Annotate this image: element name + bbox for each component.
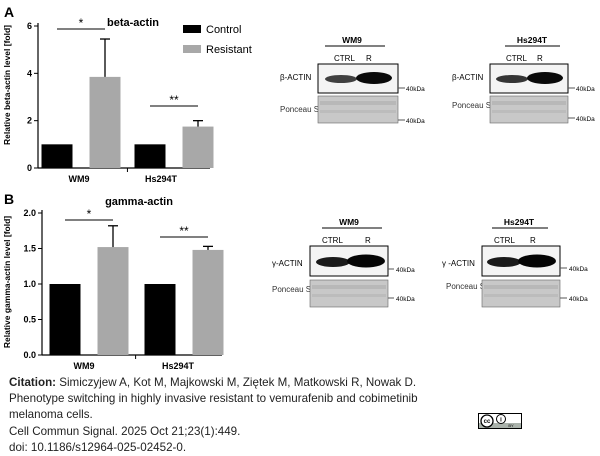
blot-a-hs294t-title: Hs294T (517, 35, 548, 45)
panel-a-letter: A (4, 4, 14, 20)
blot-a-wm9-protein: β-ACTIN (280, 73, 311, 82)
y-tick-label: 0.0 (23, 350, 36, 360)
blot-a-hs294t-r: R (537, 54, 543, 63)
blot-b-hs294t-marker1: 40kDa (569, 266, 588, 273)
legend-resistant-swatch (183, 45, 201, 53)
legend-control-label: Control (206, 24, 241, 36)
citation-block: Citation: Simiczyjew A, Kot M, Majkowski… (9, 375, 439, 456)
svg-text:*: * (79, 16, 84, 30)
legend-resistant-label: Resistant (206, 44, 252, 56)
cc-by-license-icon: cc i BY (478, 413, 522, 429)
blot-a-hs294t-marker2: 40kDa (576, 116, 595, 123)
citation-doi: doi: 10.1186/s12964-025-02452-0. (9, 440, 187, 454)
blot-b-wm9-marker1: 40kDa (396, 267, 415, 274)
bar-control-wm9 (49, 284, 81, 355)
blot-a-hs294t: Hs294T CTRL R β-ACTIN 40kDa Ponceau S 40… (452, 35, 595, 124)
y-tick-label: 6 (27, 21, 32, 31)
chart-a-significance-wm9: * (57, 16, 105, 30)
blot-b-wm9-marker2: 40kDa (396, 296, 415, 303)
chart-a-title: beta-actin (107, 17, 159, 29)
bar-resistant-wm9 (97, 247, 129, 355)
bar-control-hs294t (144, 284, 176, 355)
bar-control-wm9 (41, 144, 73, 168)
citation-journal: Cell Commun Signal. 2025 Oct 21;23(1):44… (9, 424, 241, 438)
y-tick-label: 2.0 (23, 208, 36, 218)
blot-b-wm9-ctrl: CTRL (322, 236, 343, 245)
chart-b-category-wm9: WM9 (74, 361, 95, 371)
blot-b-wm9-loading: Ponceau S (272, 285, 311, 294)
y-tick-label: 1.0 (23, 279, 36, 289)
blot-a-wm9: WM9 CTRL R β-ACTIN 40kDa Ponceau S 40kDa (280, 35, 425, 125)
blot-a-hs294t-marker1: 40kDa (576, 86, 595, 93)
blot-b-wm9: WM9 CTRL R γ-ACTIN 40kDa Ponceau S 40kDa (272, 217, 415, 308)
blot-b-hs294t: Hs294T CTRL R γ -ACTIN 40kDa Ponceau S 4… (442, 217, 588, 308)
chart-a-category-hs294t: Hs294T (145, 174, 178, 184)
y-tick-label: 0 (27, 163, 32, 173)
panel-b-letter: B (4, 191, 14, 207)
chart-a-ylabel: Relative beta-actin level [fold] (2, 25, 12, 145)
blot-a-wm9-r: R (366, 54, 372, 63)
chart-a-legend: Control Resistant (183, 24, 252, 56)
y-tick-label: 4 (27, 68, 32, 78)
y-tick-label: 1.5 (23, 244, 36, 254)
svg-text:cc: cc (484, 419, 491, 425)
blot-b-hs294t-marker2: 40kDa (569, 296, 588, 303)
bar-resistant-hs294t (182, 126, 214, 168)
chart-b: 0.0 0.5 1.0 1.5 2.0 (23, 208, 224, 360)
chart-b-title: gamma-actin (105, 196, 173, 208)
bar-resistant-hs294t (192, 249, 224, 355)
bar-resistant-wm9 (89, 76, 121, 168)
blot-b-wm9-protein: γ-ACTIN (272, 259, 303, 268)
chart-a-significance-hs294t: ** (150, 93, 198, 107)
chart-b-ylabel: Relative gamma-actin level [fold] (2, 216, 12, 348)
blot-b-wm9-title: WM9 (339, 217, 359, 227)
blot-a-wm9-marker2: 40kDa (406, 118, 425, 125)
citation-title: Phenotype switching in highly invasive r… (9, 392, 418, 422)
svg-text:*: * (87, 207, 92, 221)
chart-a: 0 2 4 6 (27, 21, 214, 173)
citation-label: Citation: (9, 376, 57, 389)
legend-control-swatch (183, 25, 201, 33)
svg-text:**: ** (179, 224, 189, 238)
svg-text:i: i (500, 417, 502, 423)
blot-a-wm9-ctrl: CTRL (334, 54, 355, 63)
blot-a-hs294t-loading: Ponceau S (452, 101, 491, 110)
citation-authors: Simiczyjew A, Kot M, Majkowski M, Ziętek… (59, 376, 417, 389)
chart-b-significance-hs294t: ** (160, 224, 208, 238)
chart-b-significance-wm9: * (65, 207, 113, 221)
blot-b-hs294t-title: Hs294T (504, 217, 535, 227)
bar-control-hs294t (134, 144, 166, 168)
blot-b-hs294t-ctrl: CTRL (494, 236, 515, 245)
blot-a-wm9-loading: Ponceau S (280, 105, 319, 114)
y-tick-label: 2 (27, 116, 32, 126)
citation-line-1: Citation: Simiczyjew A, Kot M, Majkowski… (9, 375, 439, 391)
blot-a-hs294t-ctrl: CTRL (506, 54, 527, 63)
svg-text:BY: BY (508, 423, 514, 428)
blot-b-wm9-r: R (365, 236, 371, 245)
y-tick-label: 0.5 (23, 315, 36, 325)
blot-b-hs294t-r: R (530, 236, 536, 245)
chart-b-category-hs294t: Hs294T (162, 361, 195, 371)
figure-canvas: A B beta-actin gamma-actin Relative beta… (2, 4, 595, 371)
chart-a-category-wm9: WM9 (69, 174, 90, 184)
blot-b-hs294t-protein: γ -ACTIN (442, 259, 475, 268)
blot-a-hs294t-protein: β-ACTIN (452, 73, 483, 82)
blot-a-wm9-title: WM9 (342, 35, 362, 45)
blot-a-wm9-marker1: 40kDa (406, 86, 425, 93)
svg-text:**: ** (169, 93, 179, 107)
blot-b-hs294t-loading: Ponceau S (446, 282, 485, 291)
